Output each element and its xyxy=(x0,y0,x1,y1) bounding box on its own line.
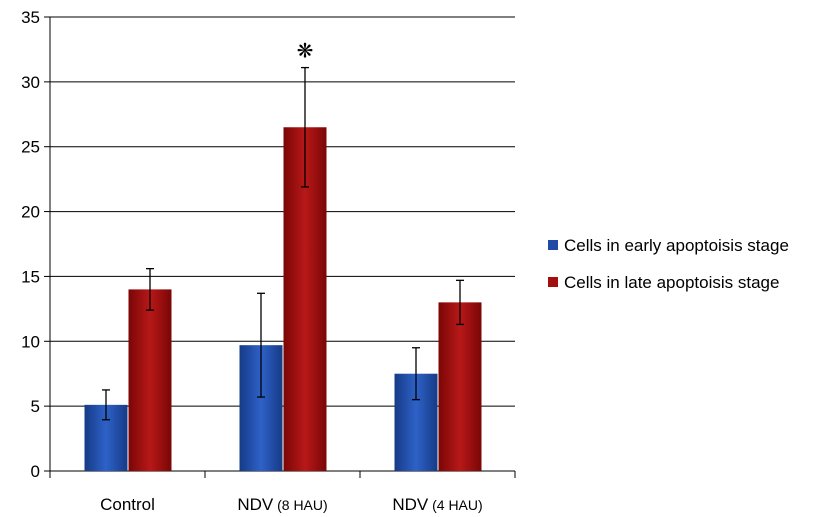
legend-label-late: Cells in late apoptoisis stage xyxy=(564,273,779,292)
y-tick-label: 20 xyxy=(21,203,40,222)
legend-swatch-late xyxy=(548,277,558,287)
y-tick-label: 35 xyxy=(21,8,40,27)
error-bars xyxy=(102,66,464,421)
bar-late-0 xyxy=(128,289,172,471)
y-tick-label: 30 xyxy=(21,73,40,92)
legend-swatch-early xyxy=(548,240,558,250)
significance-marker: ❋ xyxy=(297,39,314,63)
legend: Cells in early apoptoisis stage Cells in … xyxy=(548,236,789,292)
x-category-label: NDV (8 HAU) xyxy=(237,495,327,514)
bar-late-2 xyxy=(438,302,482,471)
y-tick-label: 5 xyxy=(31,397,40,416)
legend-label-early: Cells in early apoptoisis stage xyxy=(564,236,789,255)
y-tick-label: 15 xyxy=(21,267,40,286)
y-tick-label: 25 xyxy=(21,138,40,157)
x-category-label: Control xyxy=(100,495,155,514)
bars xyxy=(84,127,482,471)
x-category-label: NDV (4 HAU) xyxy=(392,495,482,514)
y-tick-label: 0 xyxy=(31,462,40,481)
axis-labels: 0 5 10 15 20 25 30 35 Control NDV (8 HAU) NDV (4 H… xyxy=(21,8,483,514)
y-tick-label: 10 xyxy=(21,332,40,351)
